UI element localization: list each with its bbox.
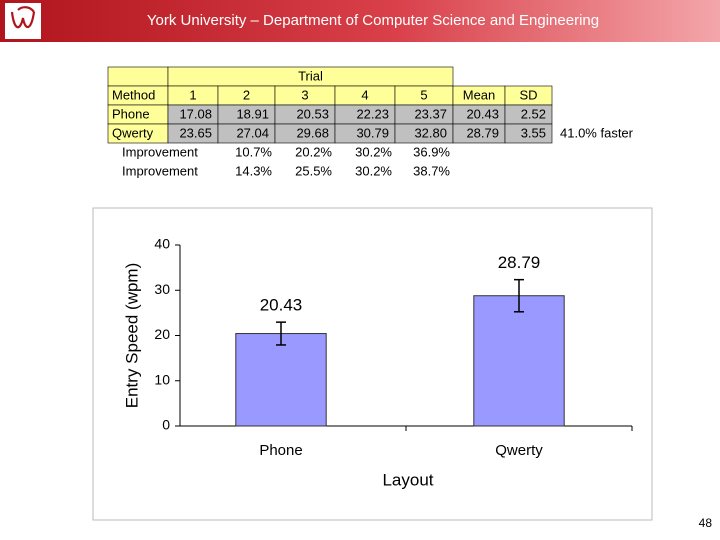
table-value: 38.7% <box>413 163 450 178</box>
table-value: 30.2% <box>355 144 392 159</box>
header-bar <box>0 0 720 42</box>
table-value: 14.3% <box>235 163 272 178</box>
table-value: 3.55 <box>521 125 546 140</box>
column-header: 3 <box>301 87 308 102</box>
column-header: SD <box>519 87 537 102</box>
y-tick-label: 20 <box>154 326 170 342</box>
table-value: 20.2% <box>295 144 332 159</box>
table-value: 20.43 <box>466 106 499 121</box>
x-tick-label: Phone <box>259 442 302 459</box>
table-value: 22.23 <box>356 106 389 121</box>
table: Trial Method 1 2 3 4 5 Mean SD Phone 17.08 18.91 20.… <box>107 66 634 178</box>
value-label: 20.43 <box>260 296 303 315</box>
bar <box>473 295 565 427</box>
x-axis-label: Layout <box>382 470 433 489</box>
table-value: 36.9% <box>413 144 450 159</box>
column-header: Method <box>112 87 155 102</box>
logo-mark <box>10 6 36 29</box>
table-value: 10.7% <box>235 144 272 159</box>
y-axis-label: Entry Speed (wpm) <box>122 263 141 409</box>
table-value: 32.80 <box>414 125 447 140</box>
column-header: 2 <box>243 87 250 102</box>
bar <box>235 333 327 427</box>
x-tick-label: Qwerty <box>495 442 543 459</box>
table-value: 20.53 <box>296 106 329 121</box>
table-value: 30.79 <box>356 125 389 140</box>
header-title: York University – Department of Computer… <box>147 12 599 29</box>
y-tick-label: 10 <box>154 371 170 387</box>
column-header: Mean <box>463 87 496 102</box>
column-header: 5 <box>420 87 427 102</box>
table-value: 29.68 <box>296 125 329 140</box>
table-value: 27.04 <box>236 125 269 140</box>
value-label: 28.79 <box>498 253 541 272</box>
error-bar <box>276 321 286 346</box>
column-header: 1 <box>189 87 196 102</box>
table-note: 41.0% faster <box>560 125 634 140</box>
y-tick-label: 40 <box>154 236 170 252</box>
y-tick-label: 30 <box>154 281 170 297</box>
table-value: 17.08 <box>179 106 212 121</box>
table-value: 2.52 <box>521 106 546 121</box>
table-cell <box>504 123 553 144</box>
table-cell <box>107 66 169 87</box>
page-number: 48 <box>699 516 713 530</box>
row-label: Improvement <box>122 163 198 178</box>
row-label: Phone <box>112 106 150 121</box>
table-value: 23.65 <box>179 125 212 140</box>
row-label: Improvement <box>122 144 198 159</box>
table-value: 18.91 <box>236 106 269 121</box>
chart-frame <box>92 207 653 521</box>
y-tick-label: 0 <box>162 417 170 433</box>
row-label: Qwerty <box>112 125 154 140</box>
table-value: 30.2% <box>355 163 392 178</box>
table-value: 28.79 <box>466 125 499 140</box>
table-value: 23.37 <box>414 106 447 121</box>
group-header: Trial <box>298 68 323 83</box>
error-bar <box>514 278 524 313</box>
chart: 0 10 20 30 40 Entry Speed (wpm) Layout Phone 20.… <box>122 236 633 489</box>
column-header: 4 <box>361 87 368 102</box>
table-value: 25.5% <box>295 163 332 178</box>
